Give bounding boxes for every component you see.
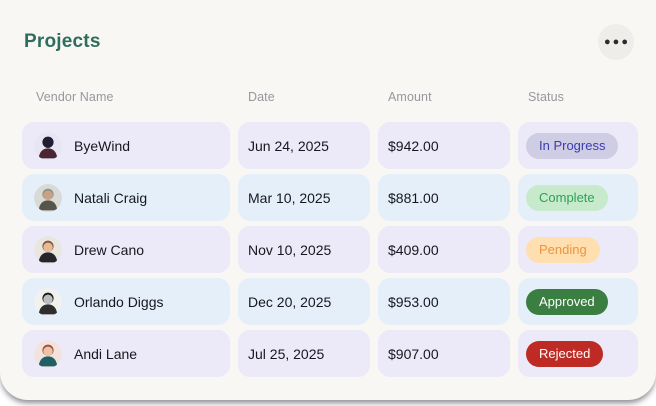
status-cell: In Progress xyxy=(518,122,638,169)
avatar xyxy=(34,339,62,368)
amount-cell: $881.00 xyxy=(378,174,510,221)
status-badge: Rejected xyxy=(526,340,604,367)
status-badge: In Progress xyxy=(526,132,619,159)
amount-value: $409.00 xyxy=(388,241,439,258)
date-value: Jul 25, 2025 xyxy=(248,345,325,362)
amount-value: $881.00 xyxy=(388,189,439,206)
date-cell: Dec 20, 2025 xyxy=(238,278,370,325)
table-header-row: Vendor Name Date Amount Status xyxy=(22,90,636,104)
amount-cell: $409.00 xyxy=(378,226,510,273)
column-header-vendor-name: Vendor Name xyxy=(36,90,114,104)
card-header: Projects ●●● xyxy=(0,0,656,60)
date-value: Nov 10, 2025 xyxy=(248,241,332,258)
projects-table: Vendor Name Date Amount Status xyxy=(22,90,638,377)
avatar xyxy=(34,131,62,160)
date-value: Jun 24, 2025 xyxy=(248,137,329,154)
column-header-date: Date xyxy=(248,90,275,104)
table-body: ByeWind Jun 24, 2025 $942.00 In Progress xyxy=(22,122,638,377)
amount-value: $907.00 xyxy=(388,345,439,362)
column-header-status: Status xyxy=(528,90,565,104)
vendor-cell: Andi Lane xyxy=(22,330,230,377)
status-cell: Pending xyxy=(518,226,638,273)
status-cell: Approved xyxy=(518,278,638,325)
table-row[interactable]: Natali Craig Mar 10, 2025 $881.00 Comple… xyxy=(22,174,638,221)
date-cell: Jun 24, 2025 xyxy=(238,122,370,169)
table-row[interactable]: ByeWind Jun 24, 2025 $942.00 In Progress xyxy=(22,122,638,169)
vendor-cell: Natali Craig xyxy=(22,174,230,221)
amount-value: $953.00 xyxy=(388,293,439,310)
table-row[interactable]: Drew Cano Nov 10, 2025 $409.00 Pending xyxy=(22,226,638,273)
status-cell: Complete xyxy=(518,174,638,221)
more-options-button[interactable]: ●●● xyxy=(598,24,634,60)
vendor-name: Drew Cano xyxy=(74,241,145,258)
vendor-name: Orlando Diggs xyxy=(74,293,164,310)
avatar xyxy=(34,183,62,212)
date-cell: Jul 25, 2025 xyxy=(238,330,370,377)
date-value: Dec 20, 2025 xyxy=(248,293,332,310)
date-value: Mar 10, 2025 xyxy=(248,189,331,206)
avatar xyxy=(34,235,62,264)
column-header-amount: Amount xyxy=(388,90,432,104)
table-row[interactable]: Orlando Diggs Dec 20, 2025 $953.00 Appro… xyxy=(22,278,638,325)
vendor-cell: Orlando Diggs xyxy=(22,278,230,325)
avatar xyxy=(34,287,62,316)
status-cell: Rejected xyxy=(518,330,638,377)
vendor-name: Andi Lane xyxy=(74,345,138,362)
page-title: Projects xyxy=(24,31,101,52)
vendor-name: Natali Craig xyxy=(74,189,148,206)
vendor-cell: Drew Cano xyxy=(22,226,230,273)
amount-value: $942.00 xyxy=(388,137,439,154)
amount-cell: $942.00 xyxy=(378,122,510,169)
vendor-name: ByeWind xyxy=(74,137,131,154)
status-badge: Approved xyxy=(526,288,608,315)
date-cell: Nov 10, 2025 xyxy=(238,226,370,273)
amount-cell: $953.00 xyxy=(378,278,510,325)
amount-cell: $907.00 xyxy=(378,330,510,377)
table-row[interactable]: Andi Lane Jul 25, 2025 $907.00 Rejected xyxy=(22,330,638,377)
ellipsis-icon: ●●● xyxy=(604,35,630,48)
date-cell: Mar 10, 2025 xyxy=(238,174,370,221)
vendor-cell: ByeWind xyxy=(22,122,230,169)
status-badge: Complete xyxy=(526,184,608,211)
status-badge: Pending xyxy=(526,236,600,263)
